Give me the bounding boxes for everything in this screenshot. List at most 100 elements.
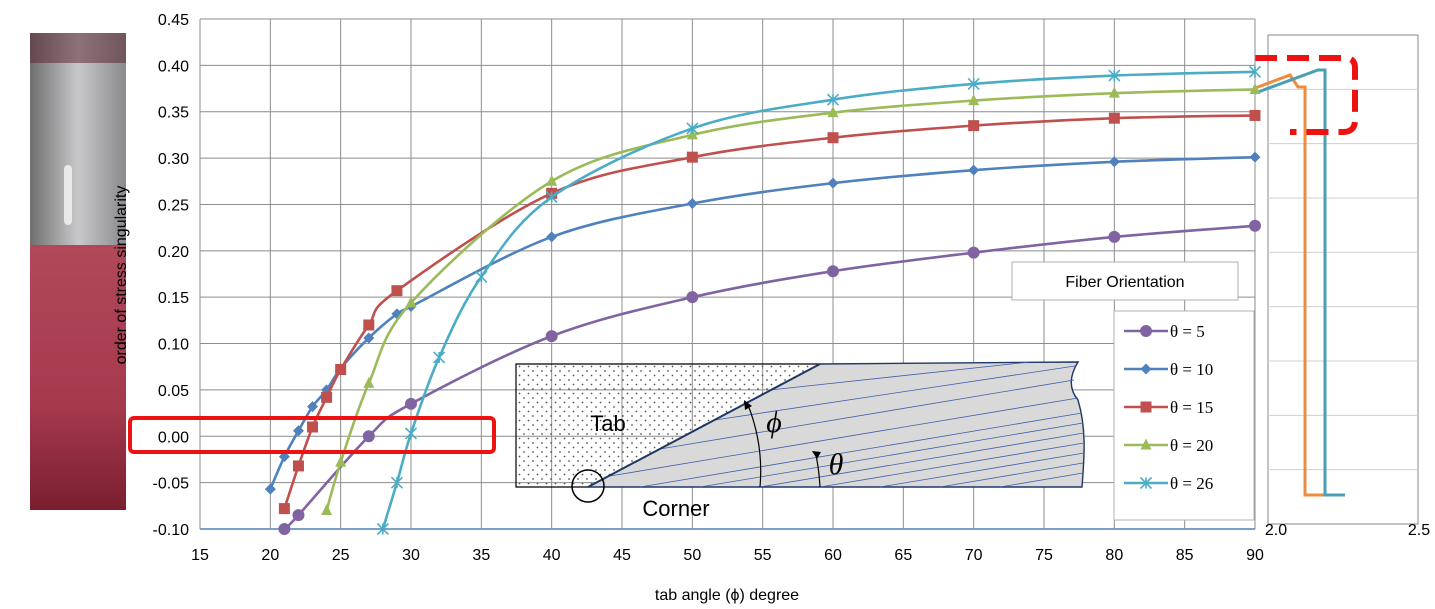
data-point xyxy=(686,151,698,163)
data-point xyxy=(686,198,698,210)
x-tick-label: 50 xyxy=(683,547,701,564)
legend-entry: θ = 20 xyxy=(1124,436,1213,455)
data-point xyxy=(1108,230,1121,243)
side-tick-2-0: 2.0 xyxy=(1265,522,1287,539)
data-point xyxy=(363,376,375,388)
data-point xyxy=(390,476,403,489)
x-tick-label: 60 xyxy=(824,547,842,564)
data-point xyxy=(292,460,304,472)
x-tick-label: 30 xyxy=(402,547,420,564)
data-point xyxy=(968,164,980,176)
legend-label: θ = 10 xyxy=(1170,360,1213,379)
y-tick-labels: -0.10 -0.05 0.00 0.05 0.10 0.15 0.20 0.25 0.30 0.… xyxy=(153,12,190,539)
data-point xyxy=(1249,109,1261,121)
y-tick-label: 0.45 xyxy=(158,12,189,29)
legend-marker xyxy=(1139,476,1153,490)
legend-entry: θ = 15 xyxy=(1124,398,1213,417)
data-point xyxy=(1108,69,1121,82)
data-point xyxy=(827,106,839,118)
side-plot: 2.0 2.5 xyxy=(1249,34,1430,539)
y-tick-label: 0.10 xyxy=(158,337,189,354)
data-point xyxy=(278,503,290,515)
x-tick-label: 15 xyxy=(191,547,209,564)
x-tick-label: 25 xyxy=(332,547,350,564)
data-point xyxy=(292,509,305,522)
x-tick-label: 75 xyxy=(1035,547,1053,564)
data-point xyxy=(404,427,418,440)
data-point xyxy=(363,319,375,331)
series-line xyxy=(283,224,1256,530)
legend: θ = 5 θ = 10 θ = 15 θ = 20 θ = 26 xyxy=(1113,310,1255,521)
series-3 xyxy=(278,109,1261,515)
data-point xyxy=(335,455,347,467)
data-point xyxy=(827,132,839,144)
data-point xyxy=(1249,82,1261,94)
legend-label: θ = 15 xyxy=(1170,398,1213,417)
data-point xyxy=(968,120,980,132)
theta-symbol: θ xyxy=(829,448,844,481)
data-point xyxy=(362,430,375,443)
legend-label: θ = 5 xyxy=(1170,322,1205,341)
data-point xyxy=(405,296,417,308)
y-tick-label: -0.10 xyxy=(153,522,190,539)
data-point xyxy=(292,425,304,437)
data-point xyxy=(826,93,840,106)
data-point xyxy=(1108,112,1120,124)
x-tick-label: 65 xyxy=(894,547,912,564)
data-point xyxy=(686,122,699,135)
data-point xyxy=(278,523,291,535)
x-tick-label: 45 xyxy=(613,547,631,564)
phi-arc xyxy=(747,404,762,488)
x-tick-label: 40 xyxy=(543,547,561,564)
data-point xyxy=(1249,151,1261,163)
y-tick-label: -0.05 xyxy=(153,476,190,493)
laminate-region xyxy=(587,361,1085,488)
legend-entry: θ = 5 xyxy=(1124,322,1205,341)
data-point xyxy=(433,351,446,364)
data-point xyxy=(1108,86,1120,98)
data-point xyxy=(335,364,347,376)
x-axis-title: tab angle (ϕ) degree xyxy=(655,587,799,604)
data-point xyxy=(968,94,980,106)
x-tick-label: 55 xyxy=(754,547,772,564)
y-axis-title: order of stress singularity xyxy=(113,186,130,365)
y-tick-label: 0.30 xyxy=(158,151,189,168)
x-tick-label: 90 xyxy=(1246,547,1264,564)
data-point xyxy=(321,503,333,515)
y-tick-label: 0.40 xyxy=(158,58,189,75)
legend-marker xyxy=(1140,363,1152,375)
x-tick-label: 85 xyxy=(1176,547,1194,564)
data-point xyxy=(1249,219,1261,232)
data-point xyxy=(264,483,276,495)
legend-entry: θ = 10 xyxy=(1124,360,1213,379)
legend-label: θ = 20 xyxy=(1170,436,1213,455)
data-point xyxy=(475,270,488,283)
zero-highlight-box xyxy=(128,416,496,454)
data-point xyxy=(827,177,839,189)
data-point xyxy=(546,174,558,186)
legend-marker xyxy=(1140,438,1152,450)
corner-label: Corner xyxy=(642,496,709,521)
corner-circle xyxy=(571,469,605,503)
specimen-photo xyxy=(30,33,126,510)
y-tick-label: 0.20 xyxy=(158,244,189,261)
y-tick-label: 0.35 xyxy=(158,105,189,122)
x-tick-labels: 15 20 25 30 35 40 45 50 55 60 65 70 75 80 85 90 xyxy=(191,547,1264,564)
tab-corner-schematic: Tab Corner ϕ θ xyxy=(515,361,1085,521)
side-tick-2-5: 2.5 xyxy=(1408,522,1430,539)
data-point xyxy=(546,231,558,243)
phi-symbol: ϕ xyxy=(766,406,782,439)
data-point xyxy=(405,397,417,410)
data-point xyxy=(363,332,375,344)
tab-label: Tab xyxy=(590,411,625,436)
series-2 xyxy=(264,151,1261,495)
series-layer xyxy=(264,65,1262,536)
data-point xyxy=(321,391,333,403)
legend-marker xyxy=(1140,401,1152,413)
series-1 xyxy=(278,219,1261,535)
data-point xyxy=(307,401,319,413)
y-tick-label: 0.00 xyxy=(158,429,189,446)
data-point xyxy=(545,190,558,204)
data-point xyxy=(967,246,980,259)
x-tick-label: 20 xyxy=(261,547,279,564)
